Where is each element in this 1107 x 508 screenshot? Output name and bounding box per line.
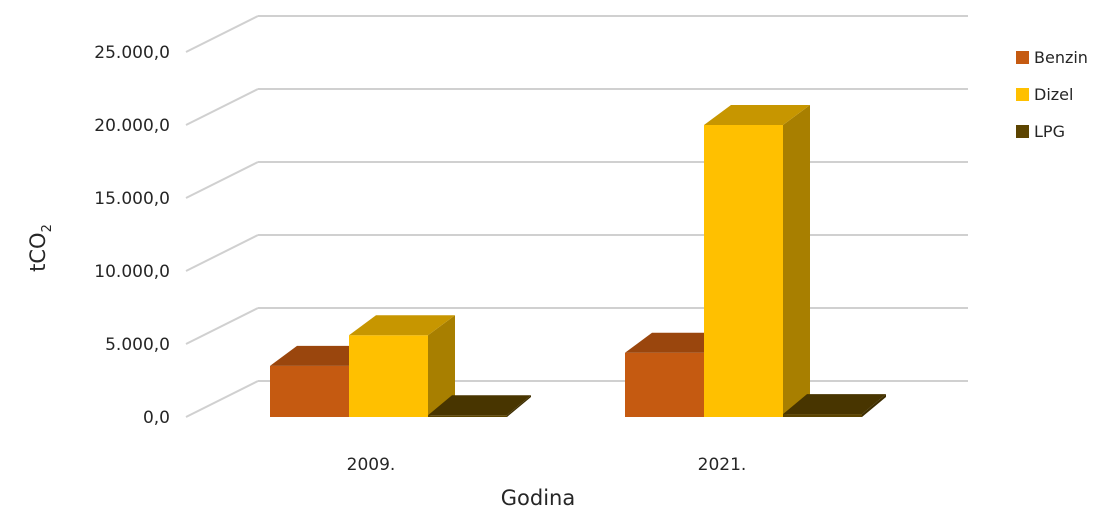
y-axis-title-subscript: 2 — [40, 224, 55, 232]
bar-front — [625, 352, 704, 417]
legend-swatch-dizel — [1016, 88, 1029, 101]
legend-label-dizel: Dizel — [1034, 85, 1073, 104]
bar-front — [270, 365, 349, 417]
bar-front — [349, 335, 428, 417]
y-axis-title-group: tCO2 — [26, 224, 55, 272]
bar-top — [704, 105, 810, 125]
bar-side — [862, 394, 886, 417]
bar-front — [704, 125, 783, 417]
x-axis-ticks: 2009. 2021. — [347, 455, 747, 475]
y-tick-label: 5.000,0 — [105, 335, 170, 355]
x-tick-label: 2021. — [698, 455, 747, 475]
bar-dizel — [704, 105, 810, 417]
bar-side — [428, 315, 455, 417]
bar-dizel — [349, 315, 455, 417]
legend-label-benzin: Benzin — [1034, 48, 1088, 67]
gridline-side — [185, 15, 259, 53]
y-axis-title-main: tCO — [26, 232, 50, 271]
y-tick-label: 25.000,0 — [94, 43, 170, 63]
legend: Benzin Dizel LPG — [1016, 48, 1088, 141]
bar-lpg — [428, 395, 531, 417]
bar-front — [428, 415, 507, 417]
legend-label-lpg: LPG — [1034, 122, 1065, 141]
y-axis-title: tCO2 — [26, 224, 55, 272]
bar-side — [507, 395, 531, 417]
gridline-side — [185, 380, 259, 418]
gridline-side — [185, 88, 259, 126]
gridline-side — [185, 161, 259, 199]
bar-lpg — [783, 394, 886, 417]
bar-top — [783, 394, 886, 415]
bars — [270, 105, 886, 417]
bar-top — [428, 395, 531, 416]
x-axis-title: Godina — [501, 486, 575, 508]
gridline-side — [185, 307, 259, 345]
legend-swatch-lpg — [1016, 125, 1029, 138]
bar-top — [349, 315, 455, 336]
bar-front — [783, 414, 862, 417]
x-tick-label: 2009. — [347, 455, 396, 475]
y-tick-label: 15.000,0 — [94, 189, 170, 209]
y-tick-label: 20.000,0 — [94, 116, 170, 136]
y-tick-label: 0,0 — [143, 408, 170, 428]
bar-side — [783, 105, 810, 417]
y-axis-ticks: 0,0 5.000,0 10.000,0 15.000,0 20.000,0 25.000… — [94, 43, 170, 428]
y-tick-label: 10.000,0 — [94, 262, 170, 282]
gridlines — [185, 15, 968, 418]
legend-swatch-benzin — [1016, 51, 1029, 64]
gridline-side — [185, 234, 259, 272]
